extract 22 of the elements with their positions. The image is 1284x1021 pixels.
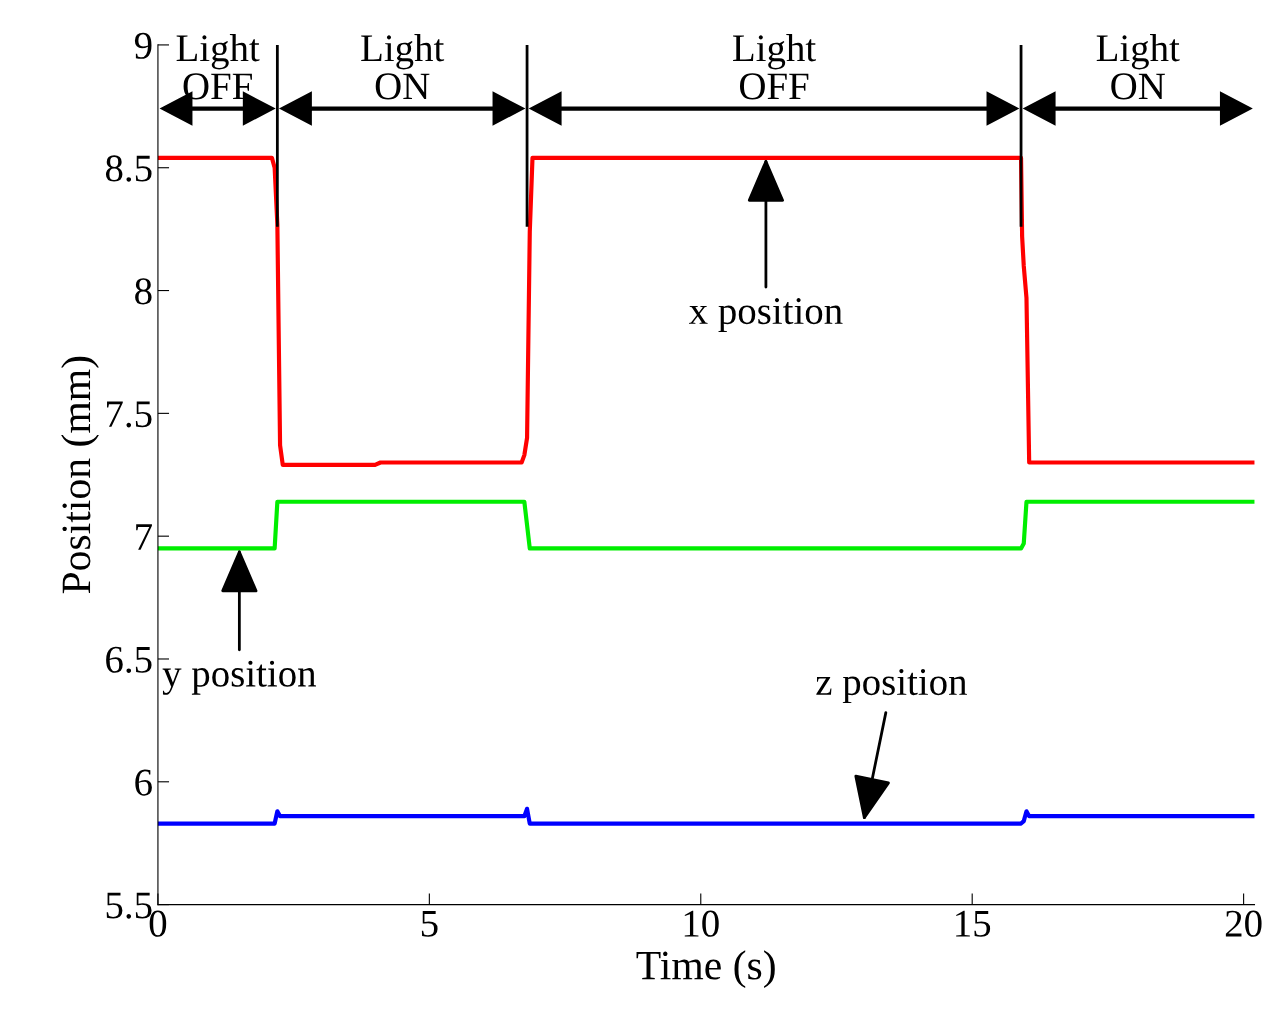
line-series [157,155,1255,468]
x-tick-label: 20 [1225,910,1262,937]
y-tick-label: 8.5 [105,155,152,182]
x-tick-label: 10 [684,910,719,937]
line-series [157,806,1255,826]
y-tick-label: 7.5 [107,401,152,428]
y-tick-label: 7 [136,524,152,550]
annotation: y position [162,660,317,695]
annotation: Light OFF [176,34,260,100]
y-tick-label: 6.5 [106,646,152,674]
y-axis-title: Position (mm) [61,356,99,594]
x-tick-label: 15 [956,910,991,937]
x-axis-title: Time (s) [636,950,775,989]
y-tick-label: 8 [135,278,152,305]
annotation: Light OFF [733,34,816,100]
annotation: z position [816,669,967,704]
y-tick-label: 9 [134,32,152,59]
annotation: Light ON [1096,34,1180,100]
annotation: Light ON [361,34,445,100]
x-tick-label: 5 [421,910,438,937]
y-tick-label: 6 [135,769,152,796]
annotation: x position [689,298,843,333]
